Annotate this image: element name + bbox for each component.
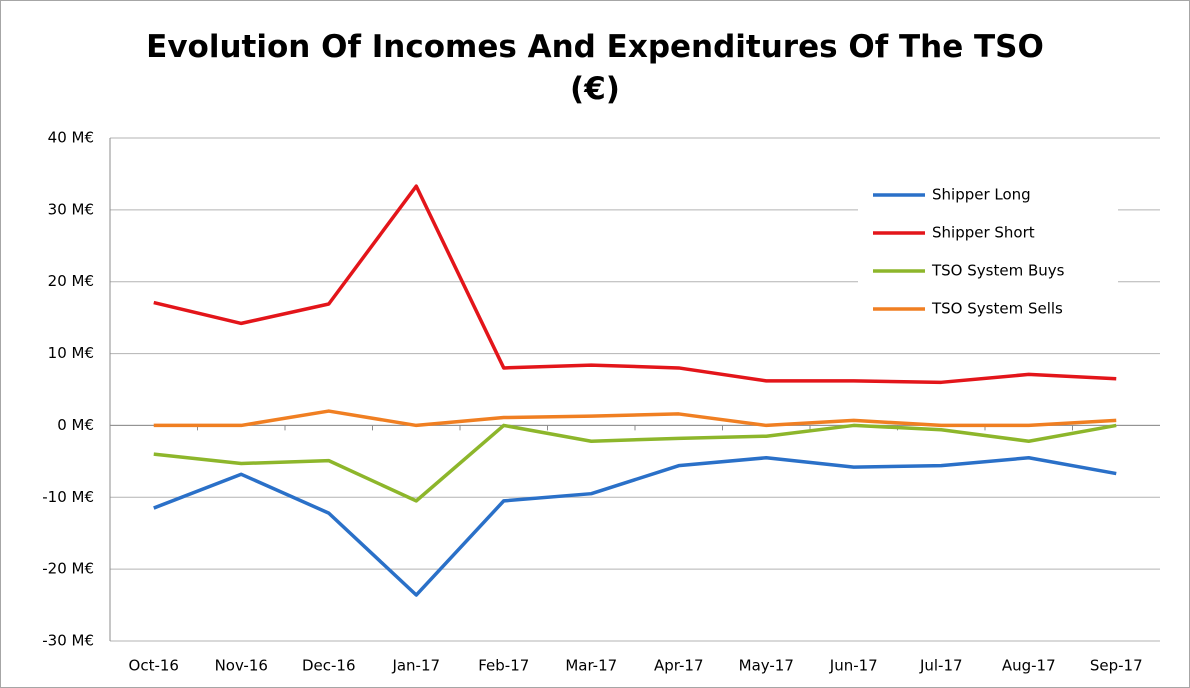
x-tick-label: Dec-16 — [302, 657, 356, 675]
legend-label: Shipper Short — [932, 224, 1035, 242]
series-line — [153, 456, 1117, 597]
legend-box — [858, 176, 1118, 326]
x-tick-label: Feb-17 — [478, 657, 529, 675]
series-line — [153, 409, 1117, 428]
y-tick-label: 0 M€ — [57, 416, 94, 434]
y-tick-label: 40 M€ — [48, 129, 94, 147]
chart-title: Evolution Of Incomes And Expenditures Of… — [146, 29, 1044, 107]
legend-label: TSO System Sells — [931, 300, 1063, 318]
x-tick-label: Nov-16 — [215, 657, 268, 675]
x-tick-label: Jan-17 — [391, 657, 440, 675]
x-tick-label: Mar-17 — [565, 657, 617, 675]
y-tick-label: 30 M€ — [48, 200, 94, 218]
y-tick-label: 10 M€ — [48, 344, 94, 362]
x-tick-label: Aug-17 — [1002, 657, 1056, 675]
y-tick-label: -30 M€ — [42, 632, 94, 650]
x-tick-label: Apr-17 — [654, 657, 704, 675]
x-tick-label: May-17 — [739, 657, 794, 675]
y-tick-label: -10 M€ — [42, 488, 94, 506]
x-tick-label: Jul-17 — [919, 657, 963, 675]
y-tick-label: 20 M€ — [48, 272, 94, 290]
x-tick-label: Oct-16 — [129, 657, 179, 675]
series-line — [153, 423, 1117, 503]
y-tick-label: -20 M€ — [42, 560, 94, 578]
x-tick-label: Jun-17 — [829, 657, 878, 675]
legend-label: TSO System Buys — [931, 262, 1065, 280]
series-line — [153, 184, 1117, 385]
legend-label: Shipper Long — [932, 186, 1031, 204]
x-tick-label: Sep-17 — [1090, 657, 1143, 675]
